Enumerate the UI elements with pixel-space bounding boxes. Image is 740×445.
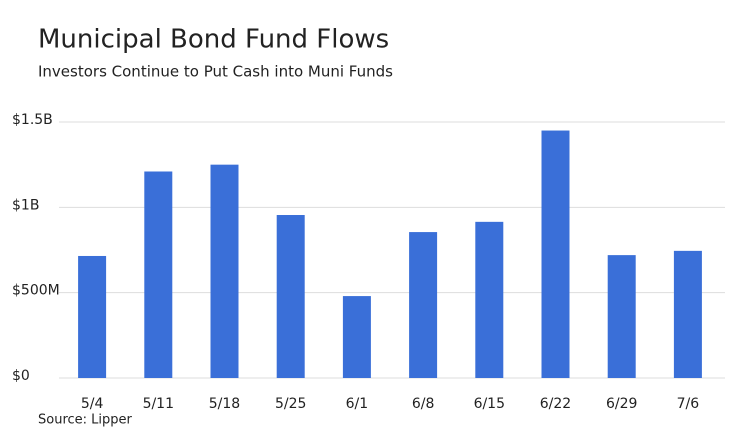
x-tick-label: 7/6 xyxy=(677,396,700,412)
x-tick-label: 6/8 xyxy=(412,396,435,412)
y-tick-label: $0 xyxy=(12,368,30,384)
chart-title: Municipal Bond Fund Flows xyxy=(38,25,389,55)
x-tick-label: 5/11 xyxy=(143,396,174,412)
x-tick-label: 6/15 xyxy=(474,396,505,412)
x-tick-label: 5/18 xyxy=(209,396,240,412)
y-tick-label: $500M xyxy=(12,283,60,299)
bar xyxy=(475,221,504,378)
x-tick-label: 6/1 xyxy=(346,396,369,412)
bar xyxy=(541,130,570,378)
bar xyxy=(78,255,107,378)
bar xyxy=(607,255,636,378)
bar xyxy=(210,164,239,378)
x-tick-label: 6/22 xyxy=(540,396,571,412)
source: Source: Lipper xyxy=(38,413,133,428)
y-tick-label: $1.5B xyxy=(12,112,53,128)
bar xyxy=(276,215,305,378)
bar xyxy=(409,232,438,378)
x-tick-label: 5/4 xyxy=(81,396,104,412)
bar xyxy=(342,296,371,378)
x-tick-label: 6/29 xyxy=(606,396,637,412)
x-tick-label: 5/25 xyxy=(275,396,306,412)
chart-subtitle: Investors Continue to Put Cash into Muni… xyxy=(38,63,393,81)
bar xyxy=(144,171,173,378)
y-tick-label: $1B xyxy=(12,197,39,213)
bar xyxy=(673,250,702,378)
